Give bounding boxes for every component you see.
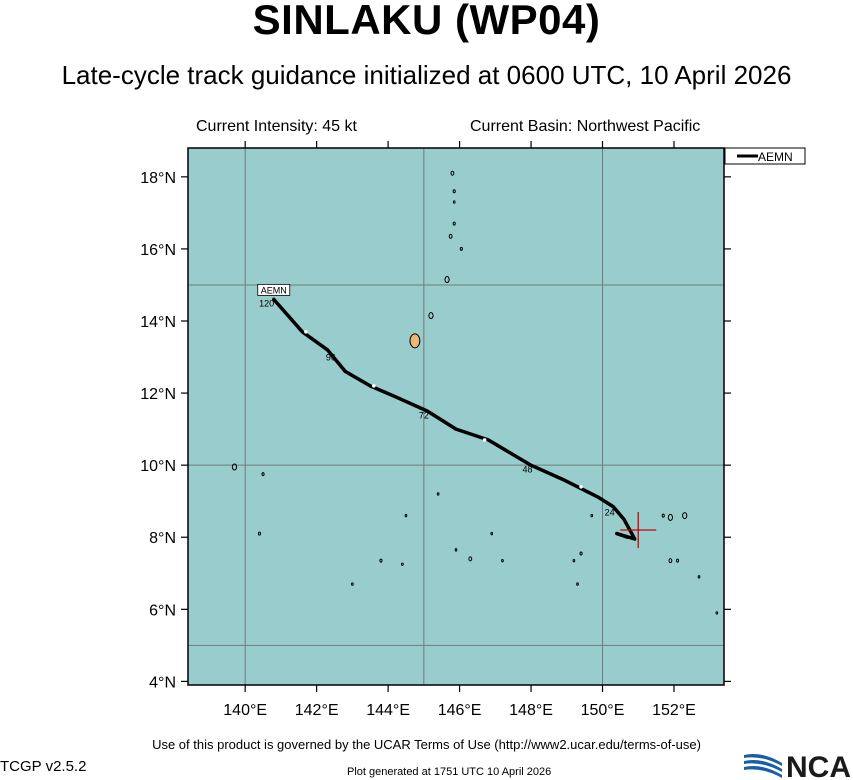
- island-outline: [572, 558, 576, 563]
- island-outline: [697, 575, 701, 579]
- island-outline: [401, 562, 404, 566]
- lon-tick-label: 148°E: [509, 702, 553, 719]
- ocean-area: [188, 148, 724, 685]
- island-outline: [257, 531, 262, 536]
- forecast-hour-label: 24: [605, 508, 615, 518]
- island-outline: [428, 312, 434, 320]
- island-outline: [490, 531, 494, 536]
- lat-tick-label: 18°N: [140, 170, 176, 187]
- island-outline: [452, 221, 456, 226]
- lon-tick-label: 152°E: [652, 702, 696, 719]
- island-outline: [579, 551, 583, 556]
- island-outline: [459, 246, 463, 251]
- lon-tick-label: 150°E: [581, 702, 625, 719]
- island-outline: [379, 558, 383, 563]
- island-outline: [452, 200, 456, 204]
- island-outline: [448, 233, 453, 239]
- map-frame: [187, 147, 725, 686]
- island-outline: [452, 189, 456, 194]
- island-outline: [444, 276, 450, 284]
- island-outline: [668, 558, 673, 564]
- island-outline: [667, 513, 674, 521]
- lat-tick-label: 16°N: [140, 242, 176, 259]
- island-outline: [682, 512, 688, 520]
- island-outline: [661, 513, 665, 518]
- track-time-marker: [372, 384, 376, 388]
- plot-subtitle: Late-cycle track guidance initialized at…: [61, 60, 792, 90]
- island-outline: [351, 582, 354, 586]
- aemn-track-line: [272, 297, 637, 541]
- island-outline: [409, 333, 421, 349]
- generated-timestamp: Plot generated at 1751 UTC 10 April 2026: [347, 766, 552, 778]
- lat-tick-label: 6°N: [149, 602, 176, 619]
- lon-tick-label: 144°E: [366, 702, 410, 719]
- legend-label: AEMN: [758, 150, 793, 164]
- island-outline: [231, 463, 238, 471]
- lat-tick-label: 12°N: [140, 386, 176, 403]
- lon-tick-label: 142°E: [295, 702, 339, 719]
- lat-tick-label: 14°N: [140, 314, 176, 331]
- island-outline: [501, 558, 504, 563]
- forecast-hour-label: 48: [522, 464, 532, 474]
- forecast-hour-label: 120: [259, 299, 274, 309]
- lon-tick-label: 140°E: [223, 702, 267, 719]
- lat-tick-label: 8°N: [149, 530, 176, 547]
- island-outline: [404, 513, 408, 518]
- track-time-marker: [579, 484, 583, 489]
- version-label: TCGP v2.5.2: [0, 758, 87, 775]
- lat-tick-label: 4°N: [149, 674, 176, 691]
- track-map: 4°N 6°N 8°N 10°N 12°N 14°N 16°N 18°N 140°E 142°E 1…: [140, 141, 806, 719]
- lon-tick-label: 146°E: [438, 702, 482, 719]
- island-outline: [450, 170, 455, 176]
- ncar-logo-text: NCAR: [786, 751, 853, 780]
- island-outline: [576, 582, 579, 586]
- island-outline: [715, 611, 719, 615]
- island-outline: [436, 492, 440, 496]
- current-basin: Current Basin: Northwest Pacific: [470, 118, 701, 135]
- forecast-hour-label: 96: [326, 353, 336, 363]
- island-outline: [675, 558, 680, 563]
- island-outline: [590, 513, 594, 518]
- ncar-logo: NCAR: [744, 751, 853, 780]
- track-time-marker: [304, 330, 308, 334]
- legend-box: [724, 147, 806, 165]
- current-intensity: Current Intensity: 45 kt: [196, 118, 357, 135]
- track-end-label-box: [257, 283, 291, 296]
- storm-title: SINLAKU (WP04): [252, 0, 601, 43]
- track-end-label: AEMN: [261, 285, 287, 295]
- terms-of-use: Use of this product is governed by the U…: [152, 737, 701, 752]
- ncar-logo-swoosh-icon: [744, 754, 782, 778]
- track-time-marker: [482, 438, 487, 442]
- island-outline: [261, 472, 265, 477]
- island-outline: [454, 548, 458, 552]
- lat-tick-label: 10°N: [140, 458, 176, 475]
- forecast-hour-label: 72: [419, 410, 429, 420]
- island-outline: [468, 556, 473, 562]
